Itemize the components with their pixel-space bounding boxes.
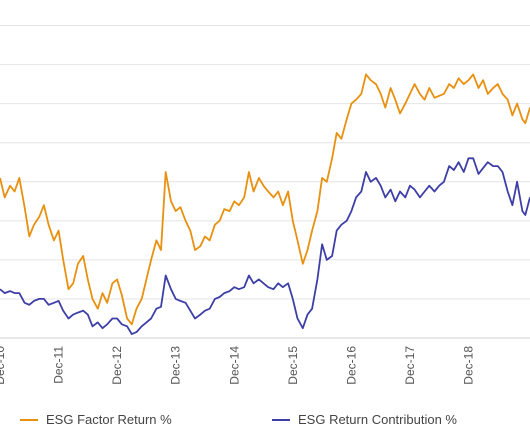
x-tick-label-dec-10: Dec-10 [0, 346, 7, 385]
legend-label-esg-return-contribution: ESG Return Contribution % [298, 412, 457, 427]
x-tick-label-dec-13: Dec-13 [169, 346, 183, 385]
legend-item-esg-factor-return: ESG Factor Return % [20, 412, 172, 427]
legend: ESG Factor Return % ESG Return Contribut… [0, 412, 530, 434]
series-lines [0, 73, 530, 336]
series-line-esg-factor-return [0, 73, 530, 326]
x-tick-label-dec-12: Dec-12 [110, 346, 124, 385]
x-axis-tick-labels: Dec-10 Dec-11 Dec-12 Dec-13 Dec-14 Dec-15 Dec-… [0, 346, 476, 385]
legend-swatch-esg-factor-return [20, 418, 38, 421]
series-line-esg-return-contribution [0, 157, 530, 336]
x-tick-label-dec-14: Dec-14 [227, 346, 241, 385]
legend-item-esg-return-contribution: ESG Return Contribution % [272, 412, 457, 427]
legend-swatch-esg-return-contribution [272, 418, 290, 421]
x-tick-label-dec-15: Dec-15 [286, 346, 300, 385]
x-tick-label-dec-18: Dec-18 [462, 346, 476, 385]
legend-label-esg-factor-return: ESG Factor Return % [46, 412, 172, 427]
grid-lines [0, 25, 530, 339]
x-tick-label-dec-17: Dec-17 [403, 346, 417, 385]
x-tick-label-dec-11: Dec-11 [52, 346, 66, 384]
x-tick-label-dec-16: Dec-16 [344, 346, 358, 385]
